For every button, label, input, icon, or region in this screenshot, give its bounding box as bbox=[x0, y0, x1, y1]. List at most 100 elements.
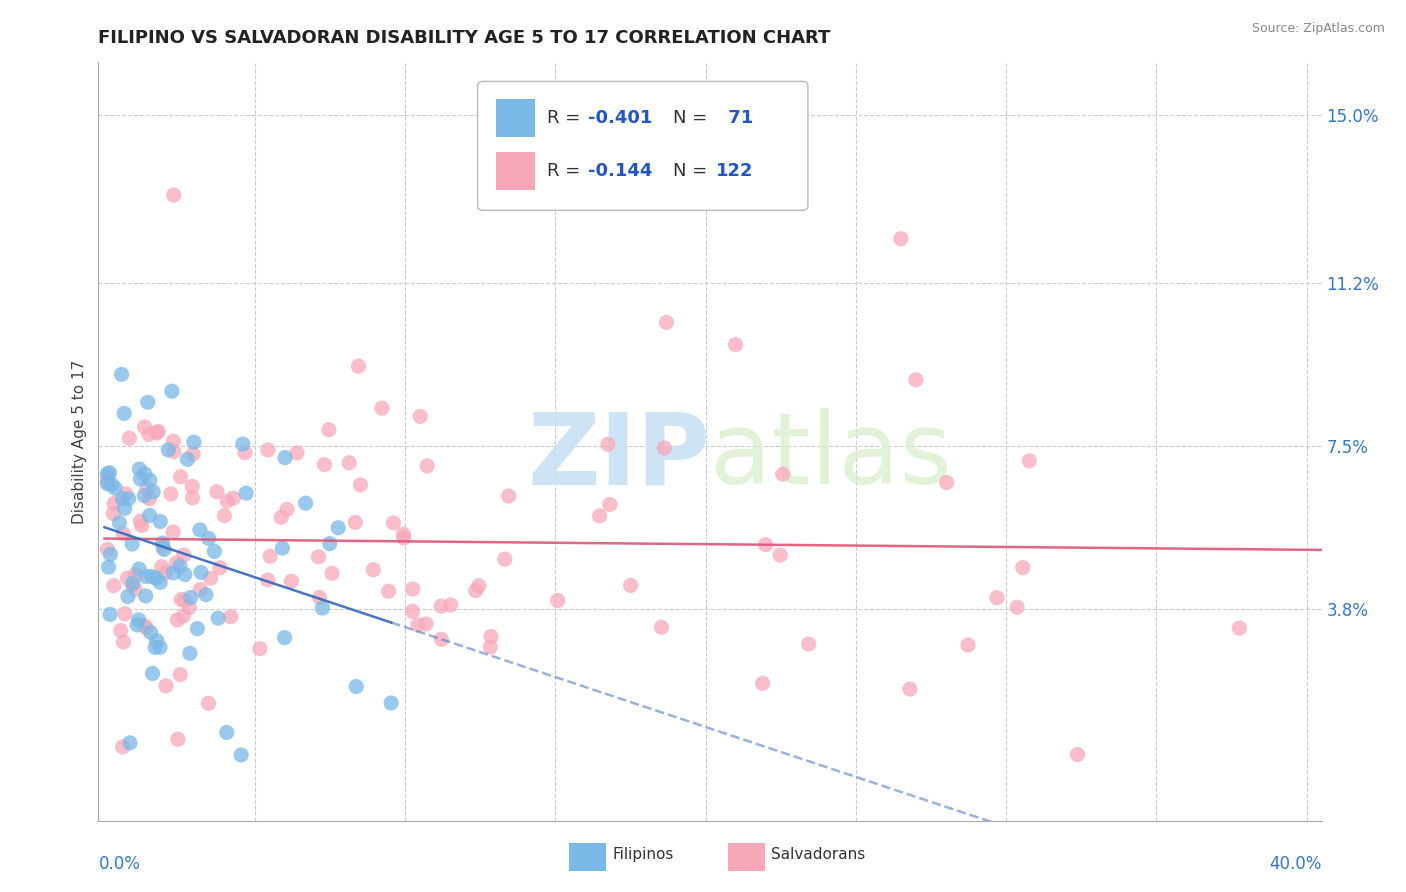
Point bbox=[117, 590, 139, 604]
Point bbox=[155, 679, 177, 693]
Point bbox=[127, 618, 149, 632]
Text: FILIPINO VS SALVADORAN DISABILITY AGE 5 TO 17 CORRELATION CHART: FILIPINO VS SALVADORAN DISABILITY AGE 5 … bbox=[98, 29, 831, 47]
Point bbox=[134, 420, 156, 434]
Point bbox=[134, 467, 156, 481]
Point bbox=[186, 622, 208, 636]
Point bbox=[169, 469, 191, 483]
Point bbox=[143, 640, 166, 655]
Point bbox=[103, 507, 125, 521]
Point bbox=[149, 575, 172, 590]
Point bbox=[361, 563, 384, 577]
Point bbox=[232, 437, 254, 451]
Text: -0.401: -0.401 bbox=[588, 109, 652, 127]
Point bbox=[169, 667, 191, 681]
Point bbox=[117, 571, 139, 585]
Point bbox=[200, 571, 222, 585]
Point bbox=[772, 467, 794, 482]
Point bbox=[219, 609, 242, 624]
Point bbox=[270, 510, 292, 524]
Point bbox=[751, 676, 773, 690]
Point bbox=[179, 646, 201, 660]
Point bbox=[498, 489, 520, 503]
Point bbox=[415, 616, 437, 631]
Point bbox=[128, 562, 150, 576]
Point bbox=[769, 548, 792, 562]
Point bbox=[153, 542, 176, 557]
Point bbox=[249, 641, 271, 656]
Point bbox=[139, 473, 162, 487]
Point bbox=[392, 527, 415, 541]
FancyBboxPatch shape bbox=[478, 81, 808, 211]
Point bbox=[111, 739, 134, 754]
Point bbox=[135, 482, 157, 496]
Point bbox=[231, 747, 253, 762]
Point bbox=[129, 514, 152, 528]
Point bbox=[344, 680, 367, 694]
Point bbox=[479, 640, 502, 654]
Point bbox=[208, 561, 231, 575]
Point bbox=[136, 395, 159, 409]
Bar bbox=[496, 152, 536, 190]
Point bbox=[430, 632, 453, 647]
Point bbox=[121, 578, 143, 592]
Point bbox=[166, 732, 188, 747]
Point bbox=[430, 599, 453, 614]
Point bbox=[347, 359, 370, 373]
Point bbox=[170, 592, 193, 607]
Point bbox=[135, 589, 157, 603]
Point bbox=[274, 450, 297, 465]
Text: N =: N = bbox=[673, 109, 707, 127]
Point bbox=[276, 502, 298, 516]
Point bbox=[188, 582, 211, 597]
Point bbox=[114, 607, 136, 621]
Point bbox=[135, 621, 157, 635]
Point bbox=[103, 496, 125, 510]
Point bbox=[655, 315, 678, 329]
Point bbox=[1018, 454, 1040, 468]
Point bbox=[409, 409, 432, 424]
Point bbox=[197, 696, 219, 710]
Point bbox=[111, 368, 134, 382]
Point bbox=[112, 406, 135, 420]
Point bbox=[321, 566, 343, 581]
Point bbox=[797, 637, 820, 651]
Point bbox=[654, 441, 676, 455]
Point bbox=[100, 477, 122, 491]
Text: ZIP: ZIP bbox=[527, 409, 710, 505]
Point bbox=[163, 188, 186, 202]
Point bbox=[160, 487, 183, 501]
Point bbox=[890, 232, 912, 246]
Text: 0.0%: 0.0% bbox=[98, 855, 141, 872]
Point bbox=[294, 496, 316, 510]
Point bbox=[162, 566, 184, 580]
Point bbox=[259, 549, 281, 564]
Text: atlas: atlas bbox=[710, 409, 952, 505]
Point bbox=[98, 607, 121, 622]
Bar bbox=[496, 99, 536, 136]
Text: Salvadorans: Salvadorans bbox=[772, 847, 866, 863]
Point bbox=[96, 476, 118, 491]
Text: -0.144: -0.144 bbox=[588, 161, 652, 180]
Point bbox=[152, 536, 174, 550]
Point bbox=[181, 447, 204, 461]
Point bbox=[380, 696, 402, 710]
Point bbox=[165, 556, 187, 570]
Point bbox=[468, 579, 491, 593]
Point bbox=[118, 736, 141, 750]
Point bbox=[986, 591, 1008, 605]
Point bbox=[150, 559, 173, 574]
Point bbox=[100, 547, 122, 561]
Point bbox=[118, 431, 141, 445]
Bar bbox=[569, 843, 606, 871]
Point bbox=[308, 591, 330, 605]
Point bbox=[169, 559, 191, 574]
Text: Filipinos: Filipinos bbox=[612, 847, 673, 863]
Point bbox=[96, 467, 118, 481]
Point bbox=[111, 491, 134, 506]
Point bbox=[98, 466, 121, 480]
Point bbox=[112, 526, 135, 541]
Point bbox=[464, 583, 486, 598]
Text: 40.0%: 40.0% bbox=[1270, 855, 1322, 872]
Point bbox=[131, 518, 153, 533]
Point bbox=[1011, 560, 1033, 574]
